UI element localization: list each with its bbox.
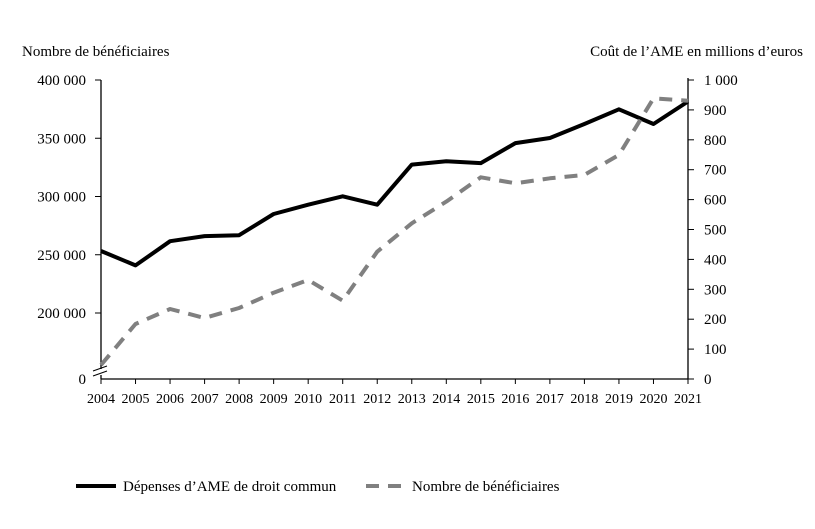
y-right-tick-label: 500 (704, 223, 727, 239)
x-tick-label: 2008 (225, 392, 253, 407)
x-tick-label: 2015 (467, 392, 495, 407)
legend-label-beneficiaires: Nombre de bénéficiaires (412, 479, 560, 495)
y-right-tick-label: 200 (704, 312, 727, 328)
y-right-tick-label: 400 (704, 252, 727, 268)
y-left-label: Nombre de bénéficiaires (22, 44, 170, 60)
x-tick-label: 2021 (674, 392, 702, 407)
x-tick-label: 2014 (432, 392, 460, 407)
y-left-tick-label: 400 000 (37, 73, 86, 89)
x-tick-label: 2019 (605, 392, 633, 407)
y-right-label: Coût de l’AME en millions d’euros (590, 44, 803, 60)
x-tick-label: 2004 (87, 392, 115, 407)
x-tick-label: 2009 (260, 392, 288, 407)
x-tick-label: 2010 (294, 392, 322, 407)
x-tick-label: 2011 (329, 392, 356, 407)
y-right-tick-label: 100 (704, 342, 727, 358)
y-left-tick-label: 300 000 (37, 190, 86, 206)
y-left-tick-label: 250 000 (37, 248, 86, 264)
y-right-tick-label: 900 (704, 103, 727, 119)
x-tick-label: 2006 (156, 392, 184, 407)
y-right-tick-label: 1 000 (704, 73, 738, 89)
legend-label-depenses: Dépenses d’AME de droit commun (123, 479, 337, 495)
series-line-depenses (101, 102, 688, 266)
y-left-tick-label: 200 000 (37, 306, 86, 322)
series-line-beneficiaires (101, 98, 688, 365)
y-left-tick-label: 0 (79, 372, 87, 388)
y-left-tick-label: 350 000 (37, 131, 86, 147)
x-tick-label: 2020 (639, 392, 667, 407)
x-tick-label: 2017 (536, 392, 564, 407)
x-tick-label: 2013 (398, 392, 426, 407)
y-right-tick-label: 600 (704, 193, 727, 209)
series-lines (101, 98, 688, 365)
legend: Dépenses d’AME de droit commun Nombre de … (76, 479, 560, 495)
y-right-tick-label: 800 (704, 133, 727, 149)
y-right-tick-label: 300 (704, 282, 727, 298)
x-tick-label: 2018 (570, 392, 598, 407)
x-tick-label: 2005 (122, 392, 150, 407)
x-tick-label: 2012 (363, 392, 391, 407)
x-tick-label: 2016 (501, 392, 529, 407)
y-right-tick-label: 0 (704, 372, 712, 388)
axes: 0 200 000 250 000 300 000 350 000 400 000 0 100… (37, 73, 738, 407)
y-right-tick-label: 700 (704, 163, 727, 179)
x-tick-label: 2007 (191, 392, 219, 407)
